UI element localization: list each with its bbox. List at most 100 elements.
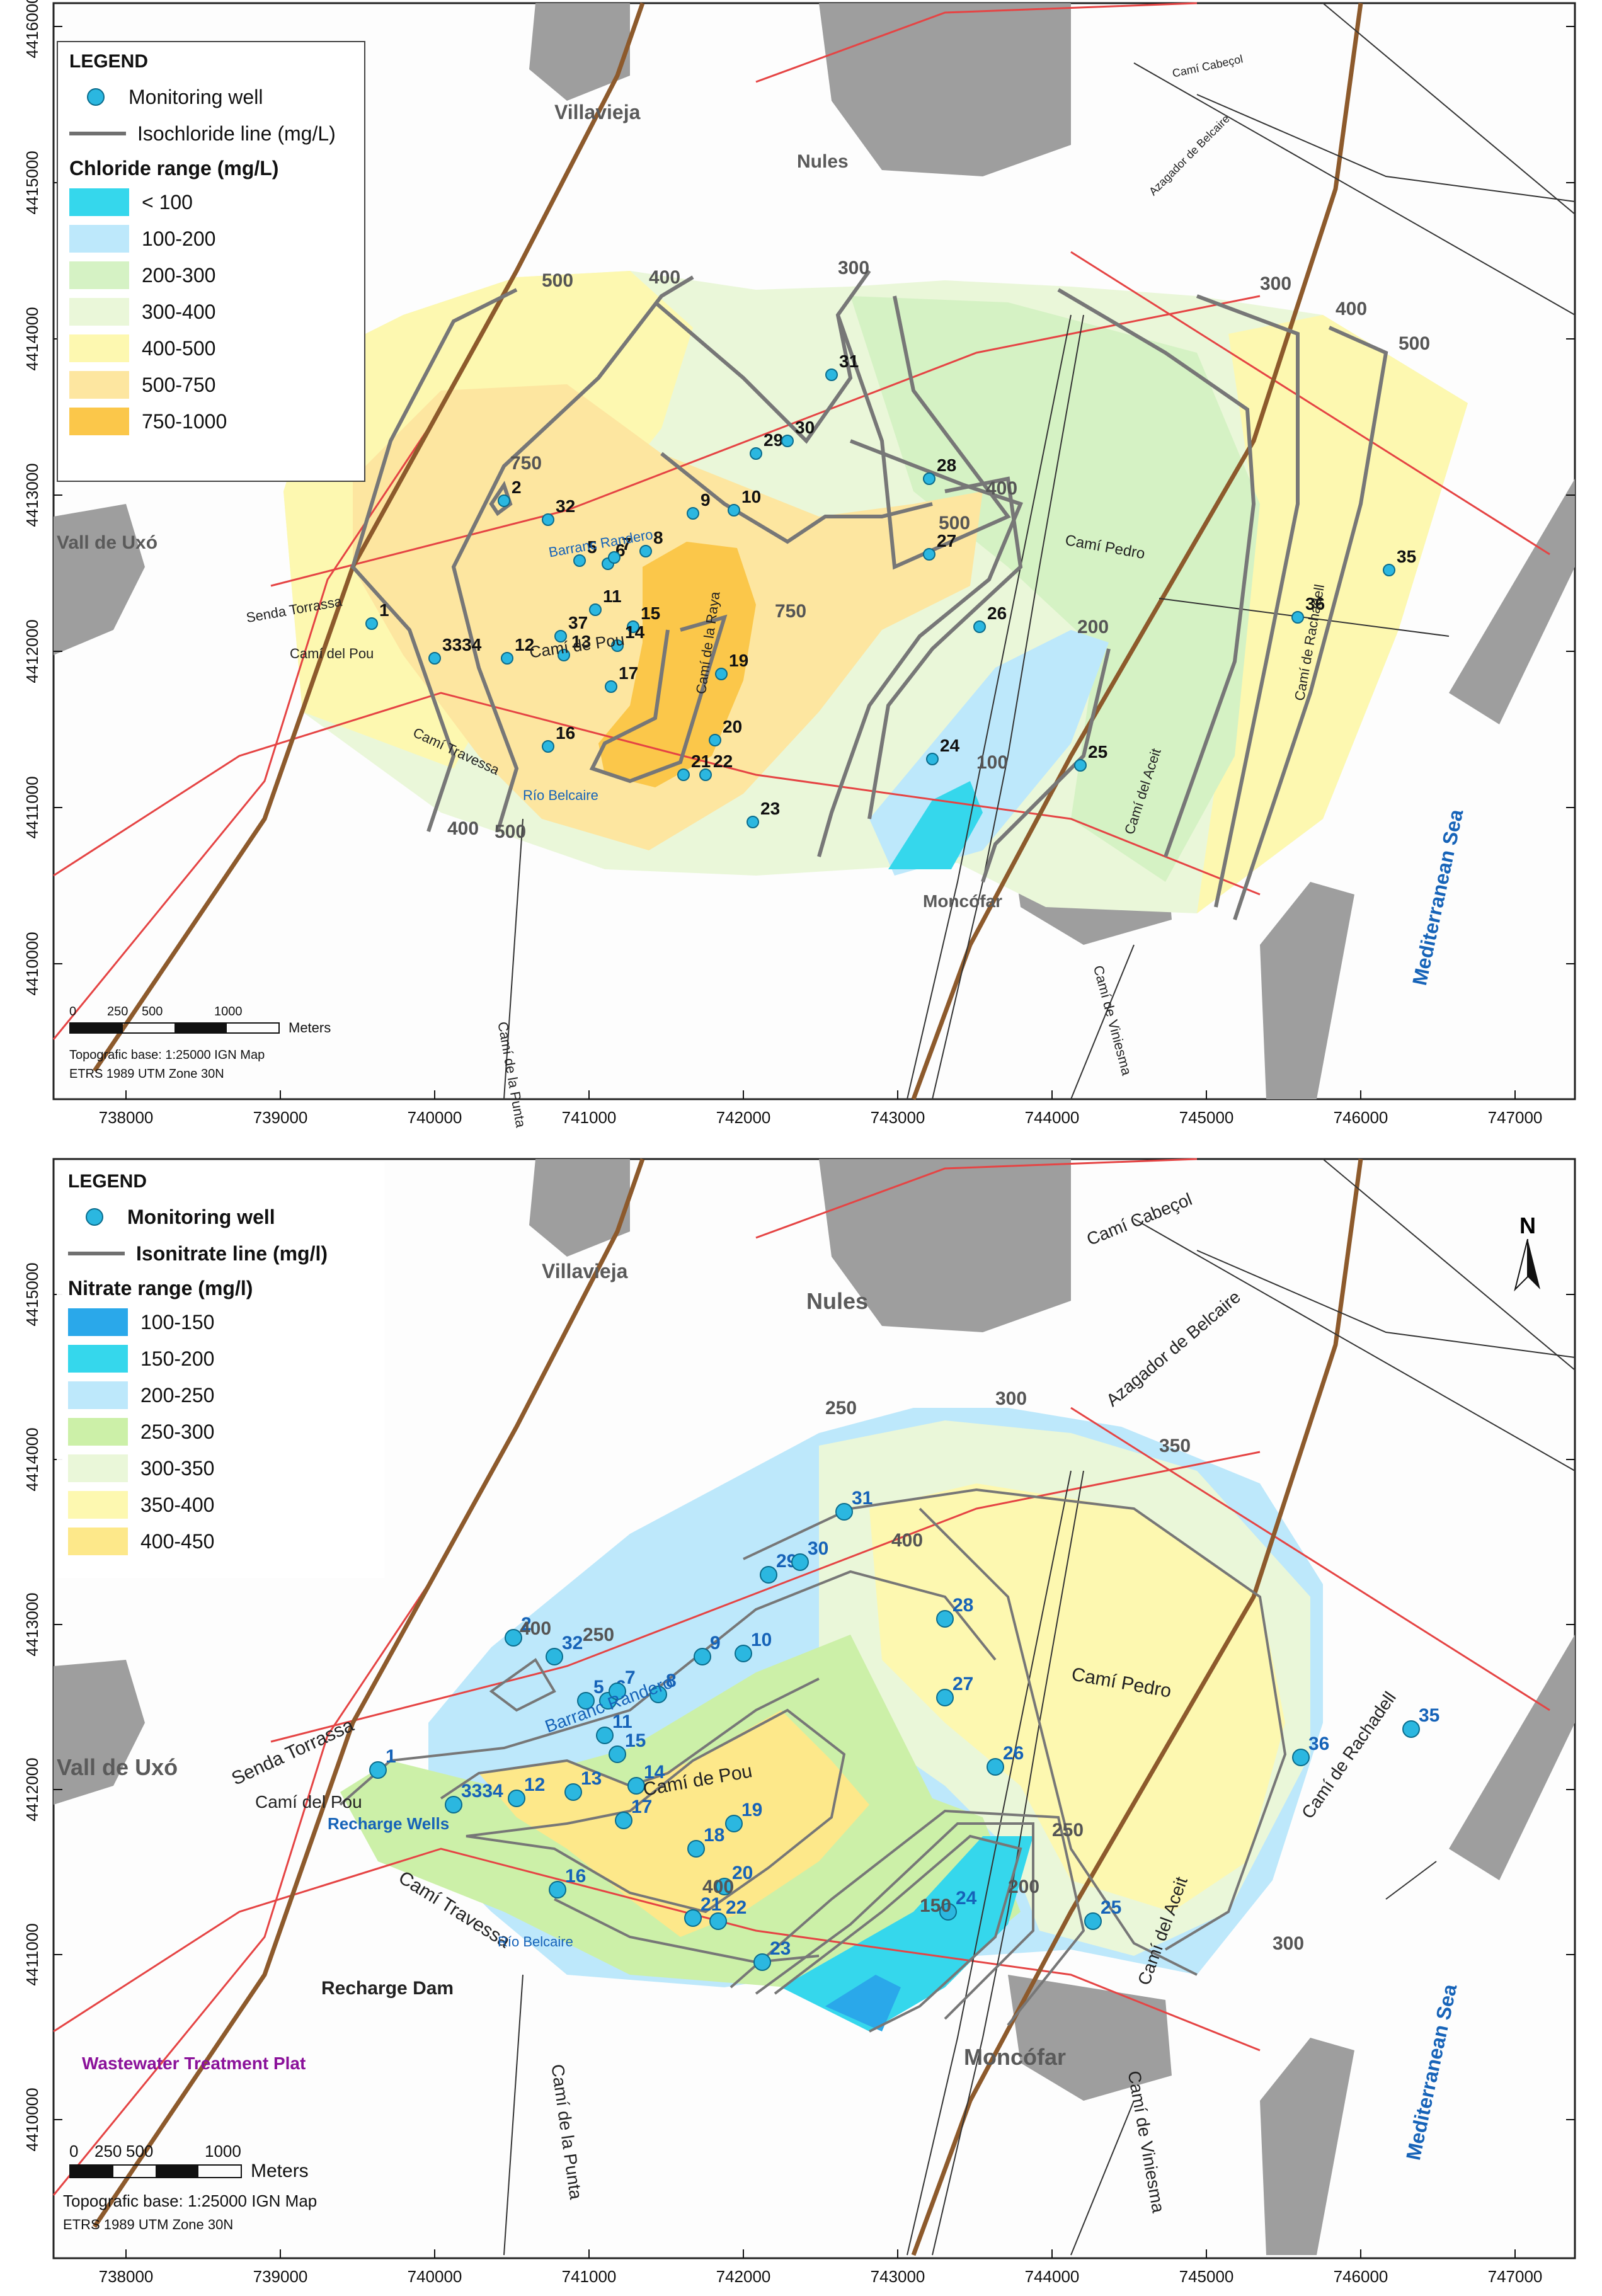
x-tick-label: 738000 xyxy=(99,1108,154,1127)
well-label: 32 xyxy=(562,1633,583,1653)
place-moncofar: Moncófar xyxy=(923,891,1002,911)
legend-classes: < 100 100-200 200-300 300-400 400-500 500-750… xyxy=(69,184,353,440)
well-label: 11 xyxy=(603,586,622,606)
legend-swatch xyxy=(69,408,129,435)
well-label: 1 xyxy=(379,600,389,620)
well-label: 35 xyxy=(1419,1705,1439,1726)
monitoring-well-marker xyxy=(596,1727,614,1744)
legend-class-row: 750-1000 xyxy=(69,403,353,440)
legend-swatch xyxy=(68,1345,128,1373)
legend-class-row: 400-500 xyxy=(69,330,353,367)
monitoring-well-marker xyxy=(677,768,690,781)
well-label: 23 xyxy=(770,1938,791,1959)
monitoring-well-marker xyxy=(505,1629,522,1647)
monitoring-well-marker xyxy=(687,507,699,520)
well-label: 10 xyxy=(741,487,761,506)
well-label: 28 xyxy=(953,1595,973,1616)
well-label: 25 xyxy=(1088,742,1107,762)
monitoring-well-marker xyxy=(639,545,652,557)
contour-label: 100 xyxy=(976,752,1008,773)
contour-label: 350 xyxy=(1159,1436,1191,1456)
place-villavieja: Villavieja xyxy=(554,101,641,123)
y-axis-ticks: 4410000 4411000 4412000 4413000 4414000 44150… xyxy=(23,0,1575,996)
monitoring-well-marker xyxy=(825,368,838,381)
zone-350-400 xyxy=(869,1483,1285,1912)
legend-class-row: 250-300 xyxy=(68,1414,373,1450)
monitoring-well-marker xyxy=(508,1790,525,1807)
y-tick-label: 4414000 xyxy=(23,1427,42,1491)
legend-line-label: Isochloride line (mg/L) xyxy=(137,122,336,145)
contour-label: 300 xyxy=(995,1388,1027,1409)
legend-class-label: 300-400 xyxy=(142,300,216,323)
well-label: 21 xyxy=(701,1894,721,1915)
legend-class-row: 400-450 xyxy=(68,1523,373,1560)
north-arrow: N xyxy=(1509,1213,1547,1301)
note-crs: ETRS 1989 UTM Zone 30N xyxy=(63,2217,234,2232)
line-symbol xyxy=(69,132,126,135)
y-tick-label: 4411000 xyxy=(23,776,42,838)
well-label: 9 xyxy=(701,490,711,510)
monitoring-well-marker xyxy=(428,652,441,665)
legend-range-title: Nitrate range (mg/l) xyxy=(68,1277,253,1299)
urban-moncofar xyxy=(1008,1975,1172,2101)
well-label: 22 xyxy=(726,1897,747,1918)
monitoring-well-marker xyxy=(609,1745,626,1763)
contour-label: 750 xyxy=(775,601,806,622)
legend-swatch xyxy=(69,261,129,289)
urban-coast2 xyxy=(1449,479,1575,724)
legend-swatch xyxy=(68,1491,128,1519)
contour-label: 200 xyxy=(1008,1876,1039,1897)
legend-class-row: 100-150 xyxy=(68,1304,373,1340)
place-wwtp: Wastewater Treatment Plat xyxy=(82,2053,306,2073)
map-legend: LEGEND Monitoring well Isochloride line … xyxy=(57,41,365,482)
well-label: 25 xyxy=(1101,1897,1121,1918)
x-tick-label: 739000 xyxy=(253,2267,308,2286)
place-villavieja: Villavieja xyxy=(542,1260,628,1282)
monitoring-well-marker xyxy=(835,1503,853,1521)
note-crs: ETRS 1989 UTM Zone 30N xyxy=(69,1067,224,1081)
monitoring-well-marker xyxy=(611,639,624,652)
well-label: 20 xyxy=(732,1863,753,1883)
scale-tick-250: 250 xyxy=(94,2142,122,2161)
y-tick-label: 4412000 xyxy=(23,619,42,683)
monitoring-well-marker xyxy=(577,1692,595,1710)
well-label: 27 xyxy=(953,1674,973,1694)
well-label: 23 xyxy=(760,799,780,818)
monitoring-well-marker xyxy=(445,1796,462,1813)
well-label: 32 xyxy=(556,496,575,516)
legend-class-label: 100-200 xyxy=(142,227,216,250)
x-tick-label: 741000 xyxy=(562,1108,617,1127)
x-tick-label: 745000 xyxy=(1179,1108,1234,1127)
place-vall: Vall de Uxó xyxy=(57,532,158,553)
monitoring-well-marker xyxy=(615,1812,632,1829)
well-label: 9 xyxy=(710,1633,721,1653)
x-tick-label: 739000 xyxy=(253,1108,308,1127)
legend-swatch xyxy=(69,371,129,399)
well-label: 31 xyxy=(839,351,859,371)
legend-class-row: 150-200 xyxy=(68,1340,373,1377)
contour-label: 300 xyxy=(1273,1933,1304,1954)
legend-swatch xyxy=(68,1528,128,1555)
monitoring-well-marker xyxy=(609,1682,626,1700)
monitoring-well-marker xyxy=(750,447,762,460)
legend-class-row: 300-350 xyxy=(68,1450,373,1487)
well-label: 20 xyxy=(723,717,742,736)
well-label: 2 xyxy=(521,1614,532,1635)
monitoring-well-marker xyxy=(709,734,721,746)
well-label: 14 xyxy=(644,1762,665,1783)
x-tick-label: 742000 xyxy=(716,1108,771,1127)
legend-swatch xyxy=(69,334,129,362)
legend-swatch xyxy=(68,1308,128,1336)
well-label: 12 xyxy=(524,1774,545,1795)
y-axis-ticks: 4410000 4411000 4412000 4413000 4414000 44150… xyxy=(23,1262,1575,2152)
well-label: 7 xyxy=(625,1667,636,1688)
map-legend: LEGEND Monitoring well Isonitrate line (… xyxy=(57,1162,384,1578)
monitoring-well-marker xyxy=(694,1648,711,1665)
contour-label: 150 xyxy=(920,1895,951,1916)
well-label: 24 xyxy=(940,736,960,755)
monitoring-well-marker xyxy=(369,1761,387,1779)
well-label: 12 xyxy=(515,635,534,654)
scale-tick-0: 0 xyxy=(69,2142,79,2161)
monitoring-well-marker xyxy=(715,668,728,680)
monitoring-well-marker xyxy=(973,620,986,633)
